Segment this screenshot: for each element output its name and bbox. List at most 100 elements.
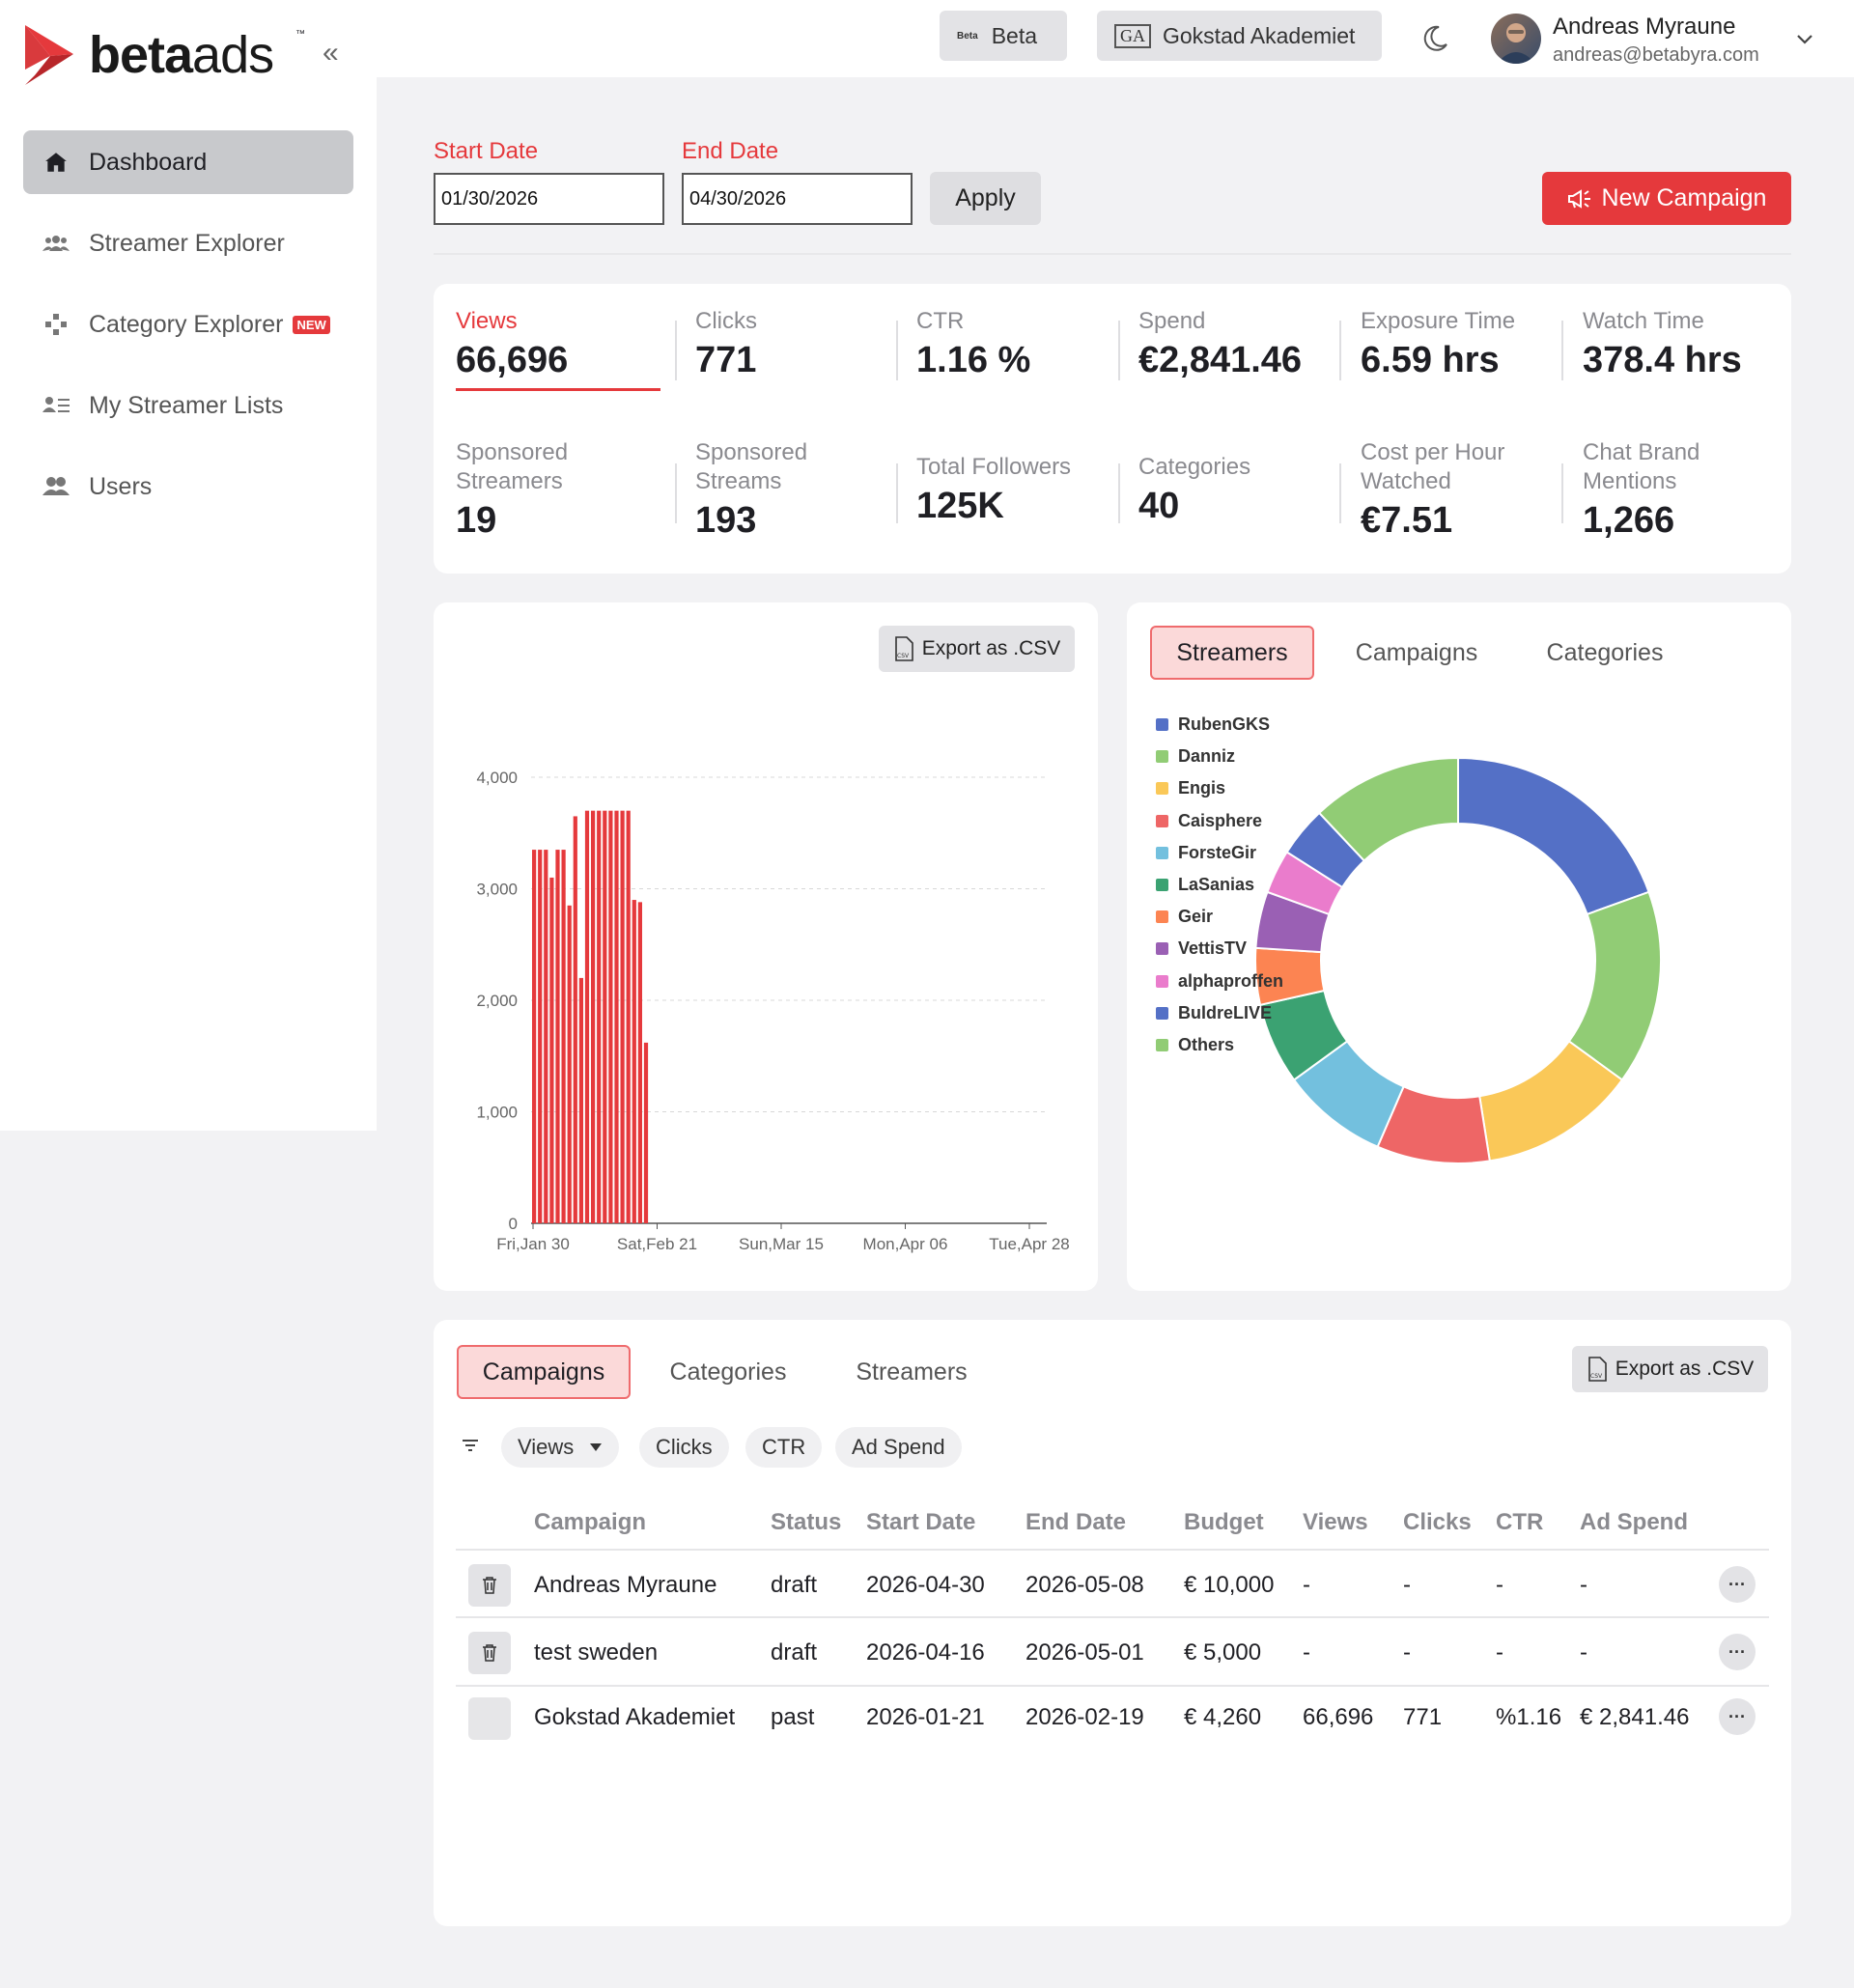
legend-item[interactable]: Engis: [1156, 778, 1225, 798]
tab-campaigns[interactable]: Campaigns: [1355, 638, 1478, 666]
bar[interactable]: [555, 850, 560, 1223]
tab-streamers[interactable]: Streamers: [1150, 626, 1314, 680]
sidebar-item-dashboard[interactable]: Dashboard: [23, 130, 353, 194]
beta-workspace-button[interactable]: Beta Beta: [940, 11, 1067, 61]
bar[interactable]: [637, 902, 642, 1223]
column-header-start-date[interactable]: Start Date: [866, 1509, 976, 1535]
new-campaign-button[interactable]: New Campaign: [1542, 172, 1791, 225]
bar[interactable]: [567, 905, 572, 1223]
cell-campaign[interactable]: Gokstad Akademiet: [534, 1704, 736, 1730]
stat-cost-per-hour[interactable]: Cost per Hour Watched €7.51: [1361, 438, 1554, 542]
pie-slice[interactable]: [1317, 756, 1459, 862]
bar[interactable]: [549, 877, 554, 1223]
tab-categories[interactable]: Categories: [669, 1358, 787, 1386]
bar[interactable]: [573, 816, 577, 1223]
bar[interactable]: [584, 810, 590, 1223]
sidebar-item-streamer-explorer[interactable]: Streamer Explorer: [23, 211, 353, 275]
filter-chip-ad-spend[interactable]: Ad Spend: [835, 1427, 962, 1468]
bar[interactable]: [532, 850, 537, 1223]
tab-campaigns[interactable]: Campaigns: [457, 1345, 631, 1399]
column-header-campaign[interactable]: Campaign: [534, 1509, 647, 1535]
bar[interactable]: [603, 810, 607, 1223]
stat-views[interactable]: Views 66,696: [456, 307, 568, 381]
stat-categories[interactable]: Categories 40: [1138, 453, 1250, 527]
legend-item[interactable]: BuldreLIVE: [1156, 1003, 1272, 1023]
more-options-button[interactable]: ···: [1719, 1566, 1756, 1603]
stat-spend[interactable]: Spend €2,841.46: [1138, 307, 1302, 381]
tab-categories[interactable]: Categories: [1546, 638, 1664, 666]
bar[interactable]: [632, 900, 636, 1223]
column-header-status[interactable]: Status: [771, 1509, 842, 1535]
bar[interactable]: [608, 810, 613, 1223]
cell-campaign[interactable]: Andreas Myraune: [534, 1572, 717, 1598]
legend-item[interactable]: alphaproffen: [1156, 971, 1283, 992]
bar[interactable]: [591, 810, 596, 1223]
avatar[interactable]: [1491, 14, 1541, 64]
bar[interactable]: [643, 1042, 649, 1223]
legend-item[interactable]: Others: [1156, 1035, 1234, 1055]
delete-button[interactable]: [468, 1564, 511, 1607]
filter-chip-ctr[interactable]: CTR: [745, 1427, 823, 1468]
top-bar: Beta Beta GA Gokstad Akademiet Andreas M…: [377, 0, 1854, 77]
sidebar-item-users[interactable]: Users: [23, 455, 353, 518]
bar[interactable]: [538, 850, 543, 1223]
legend-item[interactable]: ForsteGir: [1156, 843, 1256, 863]
dark-mode-moon-icon[interactable]: [1419, 23, 1450, 54]
x-tick-label: Sat,Feb 21: [617, 1235, 697, 1253]
column-header-end-date[interactable]: End Date: [1025, 1509, 1127, 1535]
bar[interactable]: [578, 977, 583, 1223]
brand-logo[interactable]: betaads ™: [21, 21, 305, 89]
export-csv-button[interactable]: CSV Export as .CSV: [1572, 1346, 1768, 1392]
legend-item[interactable]: LaSanias: [1156, 875, 1254, 895]
chevron-down-icon[interactable]: [1796, 29, 1813, 51]
start-date-input[interactable]: [434, 173, 664, 225]
sidebar-item-category-explorer[interactable]: Category Explorer NEW: [23, 293, 353, 356]
filter-chip-clicks[interactable]: Clicks: [639, 1427, 729, 1468]
cell-ctr: -: [1496, 1572, 1503, 1598]
bar[interactable]: [597, 810, 602, 1223]
stat-value: 66,696: [456, 340, 569, 380]
collapse-sidebar-button[interactable]: «: [323, 37, 339, 69]
bar[interactable]: [561, 850, 566, 1223]
sidebar-item-my-streamer-lists[interactable]: My Streamer Lists: [23, 374, 353, 437]
legend-item[interactable]: Geir: [1156, 907, 1213, 927]
stat-ctr[interactable]: CTR 1.16 %: [916, 307, 1030, 381]
more-options-button[interactable]: ···: [1719, 1634, 1756, 1670]
legend-item[interactable]: VettisTV: [1156, 938, 1247, 959]
brand-name: betaads: [89, 26, 274, 84]
stat-sponsored-streams[interactable]: Sponsored Streams 193: [695, 438, 888, 542]
end-date-input[interactable]: [682, 173, 913, 225]
more-options-button[interactable]: ···: [1719, 1698, 1756, 1735]
users-icon: [42, 473, 70, 500]
column-header-clicks[interactable]: Clicks: [1403, 1509, 1472, 1535]
export-csv-button[interactable]: CSV Export as .CSV: [879, 626, 1075, 672]
stat-chat-brand-mentions[interactable]: Chat Brand Mentions 1,266: [1583, 438, 1776, 542]
legend-item[interactable]: Caisphere: [1156, 811, 1262, 831]
stat-watch-time[interactable]: Watch Time 378.4 hrs: [1583, 307, 1742, 381]
legend-item[interactable]: RubenGKS: [1156, 714, 1270, 735]
legend-label: RubenGKS: [1178, 714, 1271, 734]
cell-campaign[interactable]: test sweden: [534, 1639, 659, 1666]
stat-exposure-time[interactable]: Exposure Time 6.59 hrs: [1361, 307, 1515, 381]
tab-streamers[interactable]: Streamers: [856, 1358, 968, 1386]
bar[interactable]: [620, 810, 625, 1223]
legend-item[interactable]: Danniz: [1156, 746, 1235, 767]
stat-total-followers[interactable]: Total Followers 125K: [916, 453, 1071, 527]
pie-slice[interactable]: [1457, 756, 1650, 916]
column-header-ctr[interactable]: CTR: [1496, 1509, 1544, 1535]
bar[interactable]: [626, 810, 631, 1223]
stat-sponsored-streamers[interactable]: Sponsored Streamers 19: [456, 438, 659, 542]
apply-button[interactable]: Apply: [930, 172, 1041, 225]
organization-button[interactable]: GA Gokstad Akademiet: [1097, 11, 1382, 61]
column-header-ad-spend[interactable]: Ad Spend: [1580, 1509, 1688, 1535]
delete-button[interactable]: [468, 1632, 511, 1674]
stat-clicks[interactable]: Clicks 771: [695, 307, 757, 381]
cell-ad-spend: € 2,841.46: [1580, 1704, 1690, 1730]
bar[interactable]: [544, 850, 548, 1223]
column-header-budget[interactable]: Budget: [1184, 1509, 1264, 1535]
bar[interactable]: [614, 810, 619, 1223]
filter-chip-views[interactable]: Views: [501, 1427, 620, 1468]
filter-icon[interactable]: [462, 1438, 479, 1453]
column-header-views[interactable]: Views: [1303, 1509, 1368, 1535]
user-name[interactable]: Andreas Myraune: [1553, 14, 1736, 40]
